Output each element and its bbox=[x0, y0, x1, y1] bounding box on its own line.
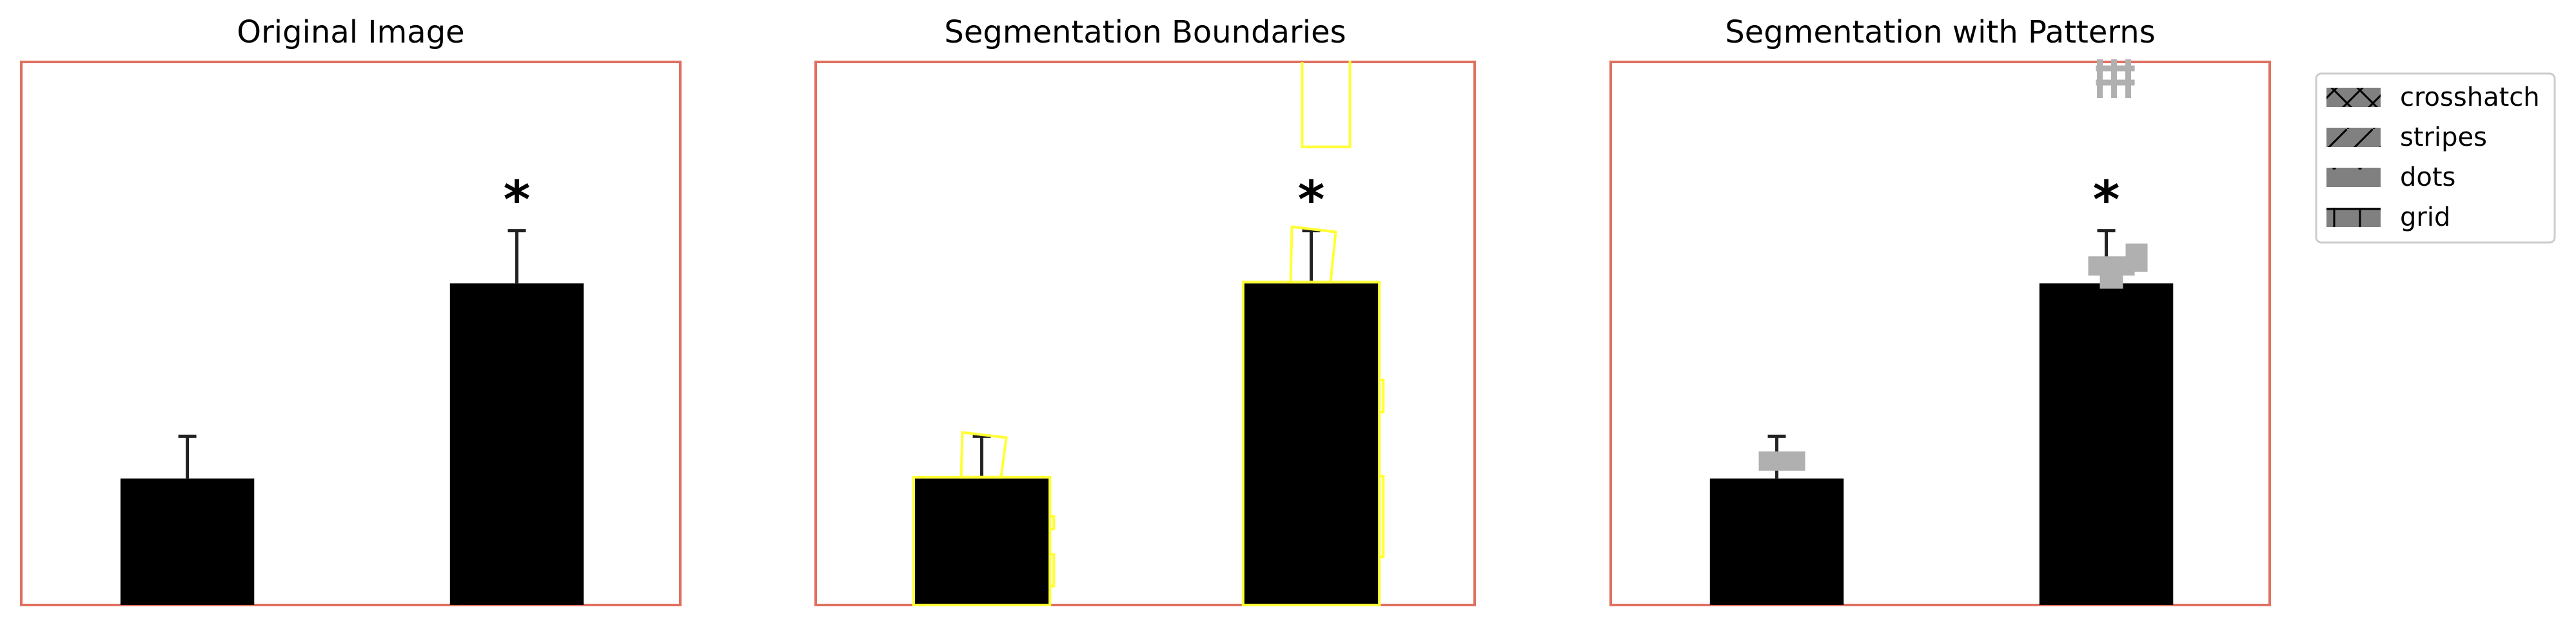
panel-2: Segmentation Boundaries * bbox=[814, 14, 1476, 607]
panel-1: Original Image * bbox=[20, 14, 682, 606]
pattern-region bbox=[1758, 451, 1805, 471]
legend-label: stripes bbox=[2400, 123, 2487, 152]
legend-swatch-stripes bbox=[2326, 128, 2381, 147]
segment-boundary bbox=[1379, 378, 1385, 559]
significance-annotation: * bbox=[504, 170, 531, 230]
segment-boundary bbox=[959, 431, 1008, 479]
bar bbox=[120, 478, 255, 605]
legend-swatch-dots bbox=[2326, 168, 2381, 187]
legend-swatch-grid bbox=[2326, 208, 2381, 227]
bar bbox=[1244, 283, 1379, 605]
legend-box bbox=[2315, 72, 2556, 244]
segment-boundary bbox=[1289, 225, 1337, 284]
panel-title: Original Image bbox=[237, 14, 464, 50]
bar bbox=[914, 478, 1049, 605]
bar bbox=[2039, 283, 2174, 605]
legend-label: dots bbox=[2400, 163, 2455, 192]
significance-annotation: * bbox=[1298, 170, 1325, 230]
bar bbox=[1709, 478, 1844, 605]
segment-boundary bbox=[1050, 515, 1056, 588]
significance-annotation: * bbox=[2093, 170, 2120, 230]
bar bbox=[449, 283, 584, 605]
legend-label: crosshatch bbox=[2400, 83, 2540, 112]
legend-label: grid bbox=[2400, 203, 2450, 232]
pattern-region bbox=[2096, 59, 2135, 98]
panel-title: Segmentation Boundaries bbox=[944, 14, 1346, 50]
panel-title: Segmentation with Patterns bbox=[1725, 14, 2155, 50]
panel-3: Segmentation with Patterns * bbox=[1609, 14, 2271, 606]
pattern-region bbox=[2099, 269, 2123, 289]
pattern-region bbox=[2125, 243, 2148, 272]
legend: crosshatch stripes dots grid bbox=[2315, 72, 2556, 244]
segment-boundary bbox=[1301, 61, 1352, 148]
legend-swatch-crosshatch bbox=[2326, 88, 2381, 107]
